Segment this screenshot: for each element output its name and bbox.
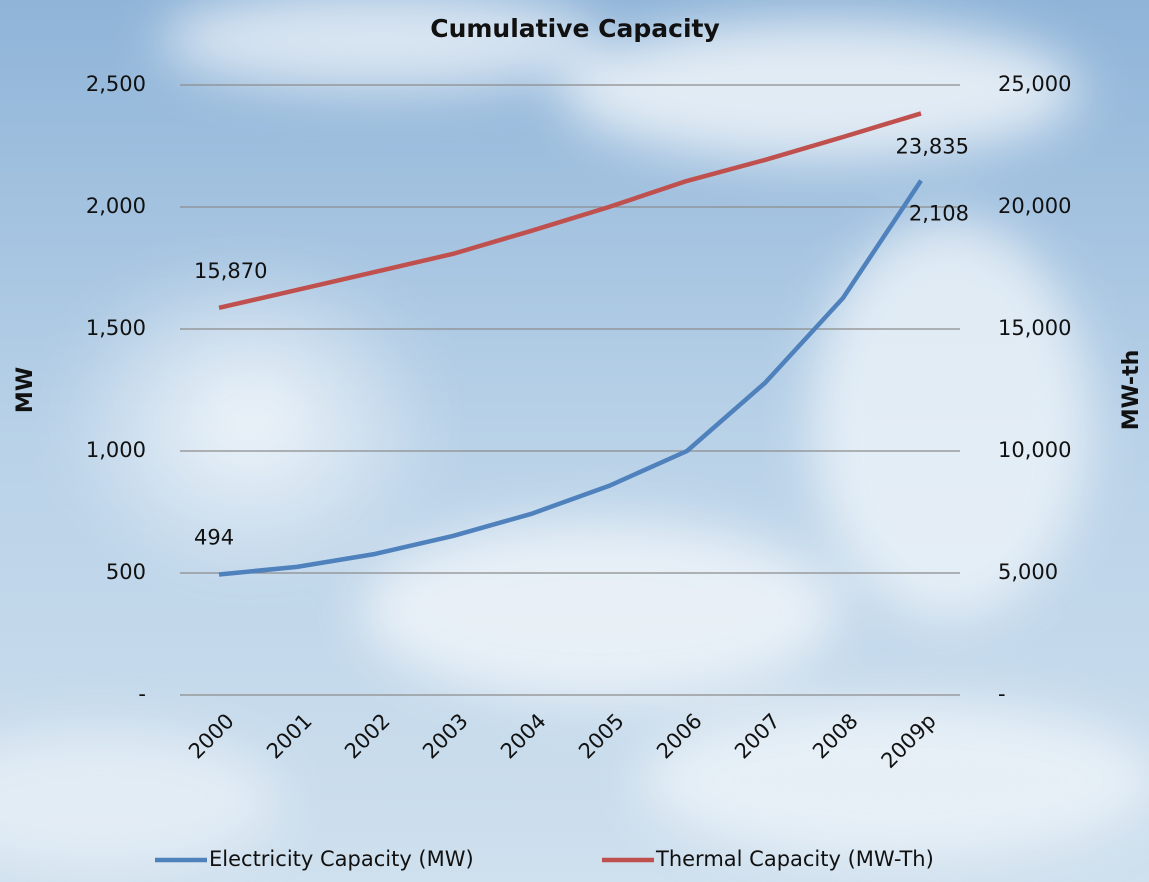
data-label: 2,108 xyxy=(909,202,969,226)
y2-tick-label: 20,000 xyxy=(998,194,1071,218)
data-label: 15,870 xyxy=(194,259,267,283)
series-line xyxy=(218,111,922,310)
data-label: 494 xyxy=(194,525,234,549)
y2-tick-label: 25,000 xyxy=(998,72,1071,96)
y-tick-label: 2,000 xyxy=(86,194,146,218)
y2-tick-label: - xyxy=(998,682,1006,706)
y-tick-label: 1,000 xyxy=(86,438,146,462)
y-tick-label: 1,500 xyxy=(86,316,146,340)
legend-label: Thermal Capacity (MW-Th) xyxy=(655,847,934,871)
y2-tick-label: 15,000 xyxy=(998,316,1071,340)
y-tick-label: 500 xyxy=(106,560,146,584)
chart-title: Cumulative Capacity xyxy=(430,14,720,43)
y-axis-title: MW xyxy=(13,367,38,413)
series-line xyxy=(218,179,923,577)
y-tick-label: 2,500 xyxy=(86,72,146,96)
y2-axis-title: MW-th xyxy=(1119,350,1144,430)
data-label: 23,835 xyxy=(896,134,969,158)
legend-label: Electricity Capacity (MW) xyxy=(209,847,474,871)
y2-tick-label: 10,000 xyxy=(998,438,1071,462)
y-tick-label: - xyxy=(138,682,146,706)
y2-tick-label: 5,000 xyxy=(998,560,1058,584)
